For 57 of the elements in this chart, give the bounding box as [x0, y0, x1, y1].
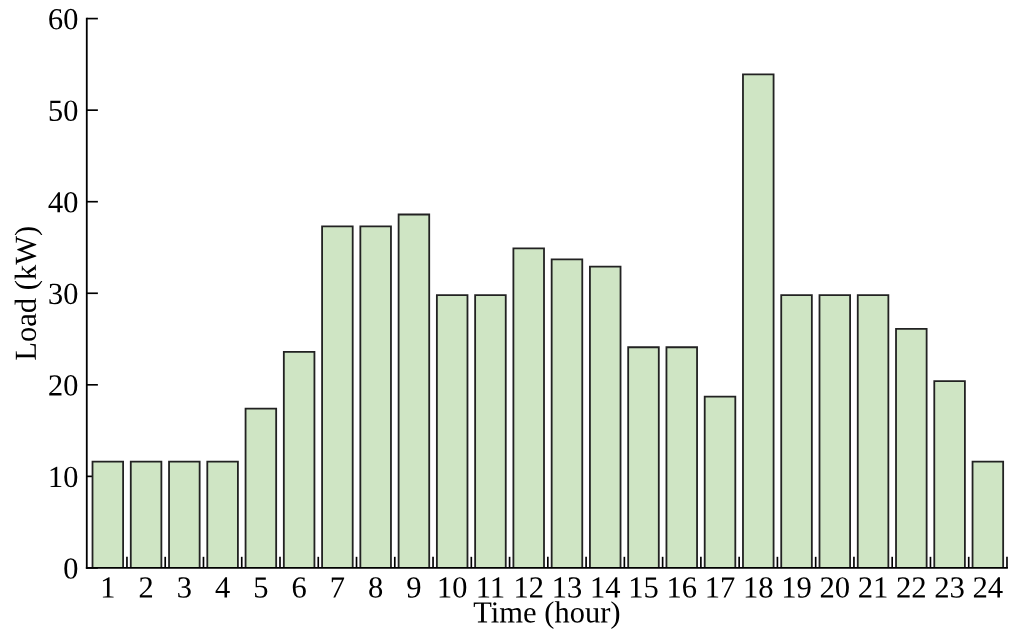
bar [856, 294, 890, 568]
bar [550, 258, 584, 568]
y-axis-title: Load (kW) [14, 227, 43, 360]
bar [818, 294, 852, 568]
x-tick-label: 17 [707, 577, 735, 598]
x-tick-label: 22 [897, 577, 925, 598]
x-tick-label: 19 [783, 577, 811, 598]
bar [780, 294, 813, 568]
bar [742, 73, 775, 568]
x-tick-label: 7 [331, 577, 345, 598]
bar [91, 460, 125, 568]
bar [512, 247, 545, 568]
y-tick-label: 40 [48, 191, 78, 213]
x-tick-label: 4 [215, 577, 230, 598]
x-tick-label: 11 [478, 577, 504, 598]
x-tick-label: 9 [407, 577, 421, 598]
bar [282, 350, 316, 568]
y-tick-label: 60 [49, 8, 78, 30]
y-tick-label: 10 [50, 466, 78, 488]
bar [435, 294, 469, 568]
bar [665, 346, 698, 568]
bar [627, 346, 660, 568]
y-tick-label: 50 [49, 100, 78, 122]
bar [168, 460, 201, 568]
x-tick-label: 20 [820, 577, 849, 598]
bar [397, 213, 431, 568]
x-tick-label: 12 [516, 577, 543, 598]
bar [589, 265, 622, 568]
bar [703, 395, 737, 568]
bar [933, 380, 966, 568]
x-tick-label: 21 [859, 577, 887, 598]
x-tick-label: 13 [554, 577, 582, 598]
x-tick-label: 1 [102, 577, 114, 598]
x-tick-label: 8 [369, 577, 383, 598]
x-tick-label: 6 [292, 577, 306, 598]
bar [244, 407, 278, 568]
bar [895, 328, 928, 568]
x-axis-title: Time (hour) [473, 601, 620, 629]
x-tick-label: 2 [139, 577, 153, 598]
x-tick-label: 24 [973, 577, 1003, 598]
x-tick-label: 10 [439, 577, 467, 598]
x-tick-label: 18 [745, 577, 773, 598]
bar [474, 294, 507, 568]
y-tick-label: 30 [49, 283, 78, 305]
bar [971, 460, 1005, 568]
y-tick-label: 20 [49, 375, 78, 396]
y-tick-label: 0 [64, 558, 78, 579]
x-tick-label: 16 [669, 577, 697, 598]
bar [359, 225, 392, 568]
bar [321, 225, 354, 568]
x-tick-label: 23 [935, 577, 964, 598]
bar [206, 460, 239, 568]
x-tick-label: 15 [630, 577, 658, 598]
x-tick-label: 14 [592, 577, 621, 598]
x-tick-label: 3 [178, 577, 191, 598]
x-tick-label: 5 [255, 577, 268, 598]
bar [129, 460, 163, 568]
